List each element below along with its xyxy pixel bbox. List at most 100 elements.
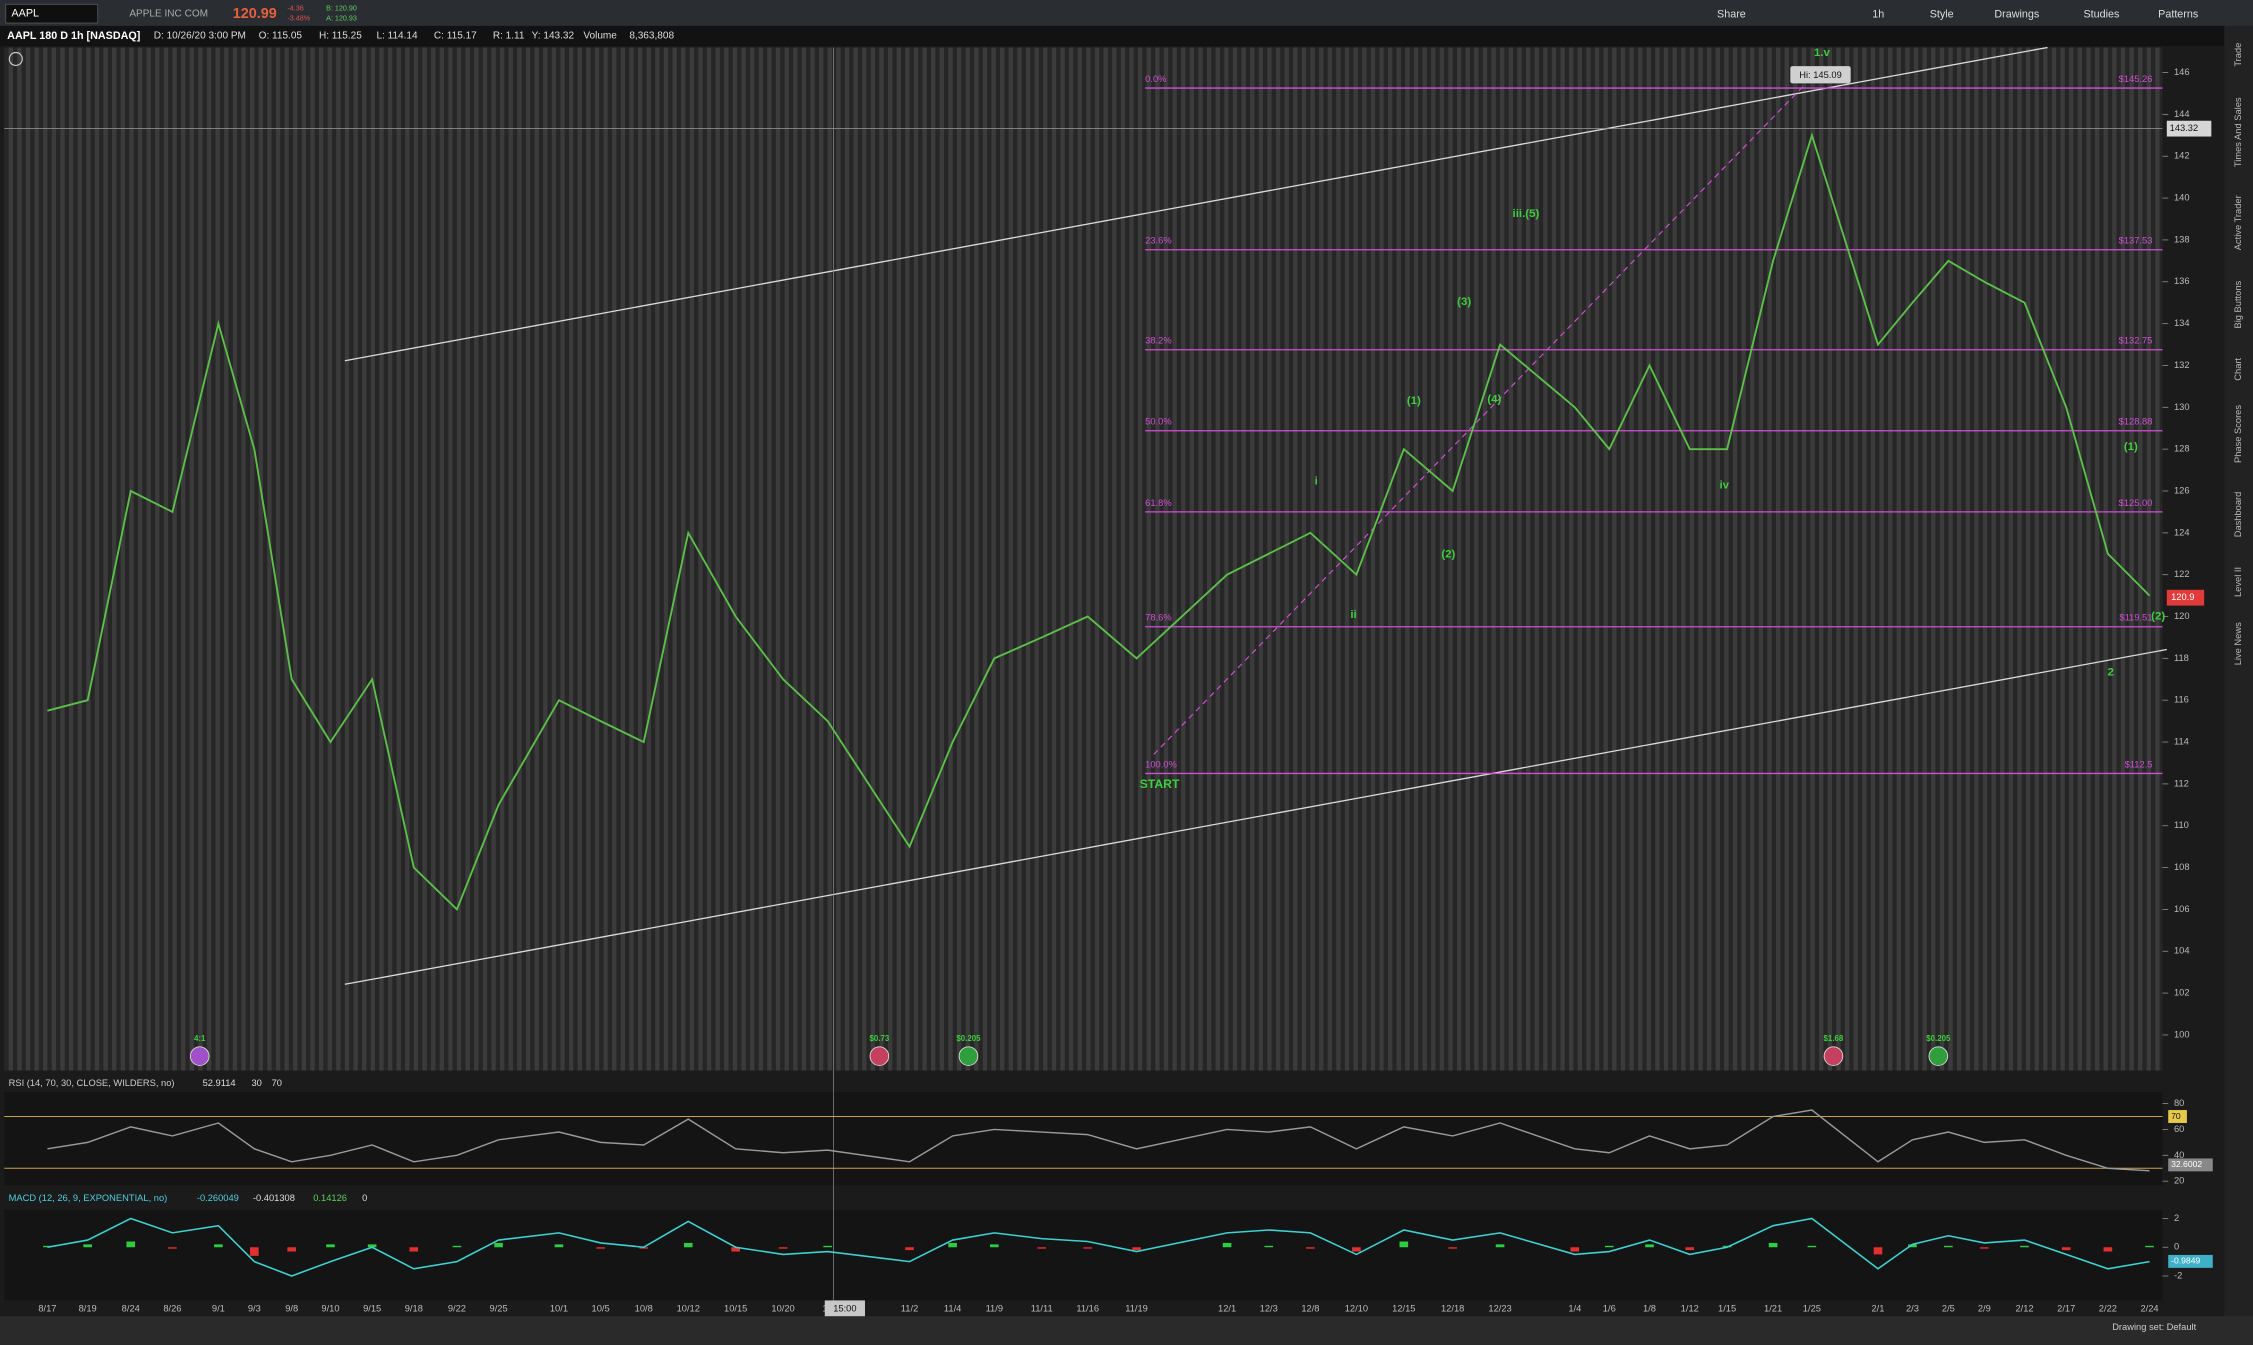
event-icon[interactable] (1928, 1046, 1949, 1066)
x-tick-label: 9/25 (490, 1303, 508, 1313)
event-icon[interactable] (189, 1046, 210, 1066)
toolbar-button[interactable]: Share (1717, 8, 1746, 20)
sidebar-tab[interactable]: Dashboard (2233, 492, 2243, 538)
event-label: $0.73 (869, 1034, 889, 1043)
histogram-bar (1685, 1247, 1695, 1251)
header-field: 8,363,808 (629, 31, 674, 42)
histogram-bar (1604, 1245, 1614, 1248)
y-tick-label: 118 (2174, 653, 2189, 663)
last-price-box (2166, 589, 2205, 606)
event-icon[interactable] (1823, 1046, 1844, 1066)
histogram-bar (905, 1247, 914, 1251)
event-icon[interactable] (869, 1046, 890, 1066)
histogram-bar (126, 1241, 136, 1248)
ask: A: 120.93 (326, 15, 357, 23)
x-tick-label: 12/1 (1218, 1303, 1236, 1313)
header-field: R: 1.11 (493, 31, 525, 42)
histogram-bar (948, 1242, 957, 1248)
macd-last: -0.9849 (2171, 1256, 2200, 1266)
histogram-bar (2145, 1245, 2154, 1248)
x-tick-label: 10/5 (592, 1303, 610, 1313)
histogram-bar (1264, 1245, 1274, 1248)
macd-title: MACD (12, 26, 9, EXPONENTIAL, no) (9, 1193, 168, 1203)
sidebar-tab[interactable]: Trade (2233, 43, 2243, 67)
header-field: O: 115.05 (259, 31, 303, 42)
x-tick-label: 8/24 (122, 1303, 140, 1313)
event-label: $0.205 (956, 1034, 981, 1043)
histogram-bar (1399, 1241, 1409, 1248)
x-tick-label: 2/22 (2099, 1303, 2117, 1313)
event-label: 4:1 (194, 1034, 206, 1043)
toolbar-bar (0, 0, 2253, 26)
y-tick-label: 130 (2174, 402, 2190, 412)
macd-readout: 0.14126 (313, 1193, 347, 1203)
crosshair-time-box (824, 1300, 865, 1317)
histogram-bar (1944, 1245, 1953, 1248)
sidebar-tab[interactable]: Level II (2233, 567, 2243, 597)
event-icon[interactable] (958, 1046, 979, 1066)
histogram-bar (1768, 1242, 1778, 1248)
x-tick-label: 12/8 (1301, 1303, 1319, 1313)
macd-readout: -0.401308 (253, 1193, 295, 1203)
y-tick-label: 110 (2174, 820, 2189, 830)
wave-label: iii.(5) (1513, 208, 1540, 220)
x-tick-label: 8/26 (163, 1303, 181, 1313)
macd-readout: -0.260049 (197, 1193, 239, 1203)
x-tick-label: 1/4 (1568, 1303, 1581, 1313)
x-tick-label: 9/18 (405, 1303, 423, 1313)
x-tick-label: 10/15 (724, 1303, 747, 1313)
sidebar-tab[interactable]: Times And Sales (2233, 97, 2243, 167)
x-tick-label: 11/4 (944, 1303, 961, 1313)
histogram-bar (554, 1244, 564, 1248)
toolbar-button[interactable]: Drawings (1994, 8, 2039, 20)
rsi-last: 32.6002 (2171, 1159, 2202, 1169)
y-tick-label: 112 (2174, 778, 2189, 788)
sidebar-tab[interactable]: Big Buttons (2233, 280, 2243, 328)
info-icon[interactable] (8, 51, 23, 67)
sidebar-tab[interactable]: Chart (2233, 358, 2243, 381)
last-price: 120.99 (233, 6, 277, 22)
y-tick-label: 108 (2174, 862, 2190, 872)
y-tick-label: 124 (2174, 527, 2190, 537)
rsi-level-label: 70 (272, 1078, 282, 1088)
y-tick-label: 102 (2174, 988, 2190, 998)
histogram-bar (2061, 1247, 2071, 1251)
x-tick-label: 1/8 (1643, 1303, 1656, 1313)
x-tick-label: 10/12 (677, 1303, 700, 1313)
x-tick-label: 2/3 (1906, 1303, 1919, 1313)
toolbar-button[interactable]: Patterns (2158, 8, 2198, 20)
crosshair-price: 143.32 (2170, 123, 2199, 133)
y-tick-label: 60 (2174, 1124, 2184, 1134)
fib-ratio: 23.6% (1145, 236, 1171, 246)
histogram-bar (494, 1242, 503, 1248)
x-tick-label: 2/5 (1942, 1303, 1955, 1313)
wave-label: START (1140, 777, 1180, 791)
y-tick-label: 106 (2174, 904, 2190, 914)
macd-pane (4, 1209, 2163, 1301)
sidebar-tab[interactable]: Live News (2233, 622, 2243, 665)
histogram-bar (1807, 1245, 1817, 1248)
toolbar-button[interactable]: Studies (2083, 8, 2119, 20)
sidebar-tab[interactable]: Active Trader (2233, 195, 2243, 250)
status-text: Drawing set: Default (2112, 1322, 2196, 1332)
sidebar-tab[interactable]: Phase Scores (2233, 405, 2243, 463)
hi-label: Hi: 145.09 (1799, 70, 1842, 80)
macd-line (47, 1217, 2150, 1277)
x-tick-label: 11/16 (1076, 1303, 1099, 1313)
histogram-bar (731, 1247, 740, 1252)
y-tick-label: 142 (2174, 151, 2190, 161)
header-field: L: 114.14 (376, 31, 418, 42)
y-tick-label: 144 (2174, 109, 2190, 119)
histogram-bar (452, 1245, 462, 1248)
fib-price: $112.5 (2125, 759, 2153, 769)
histogram-bar (168, 1247, 177, 1249)
y-tick-label: 128 (2174, 444, 2190, 454)
x-tick-label: 11/11 (1031, 1303, 1053, 1313)
histogram-bar (1448, 1247, 1457, 1249)
fib-price: $145.26 (2119, 74, 2153, 84)
symbol-box[interactable] (5, 3, 99, 24)
fib-price: $137.53 (2119, 236, 2153, 246)
toolbar-button[interactable]: Style (1930, 8, 1954, 20)
toolbar-button[interactable]: 1h (1872, 8, 1884, 20)
